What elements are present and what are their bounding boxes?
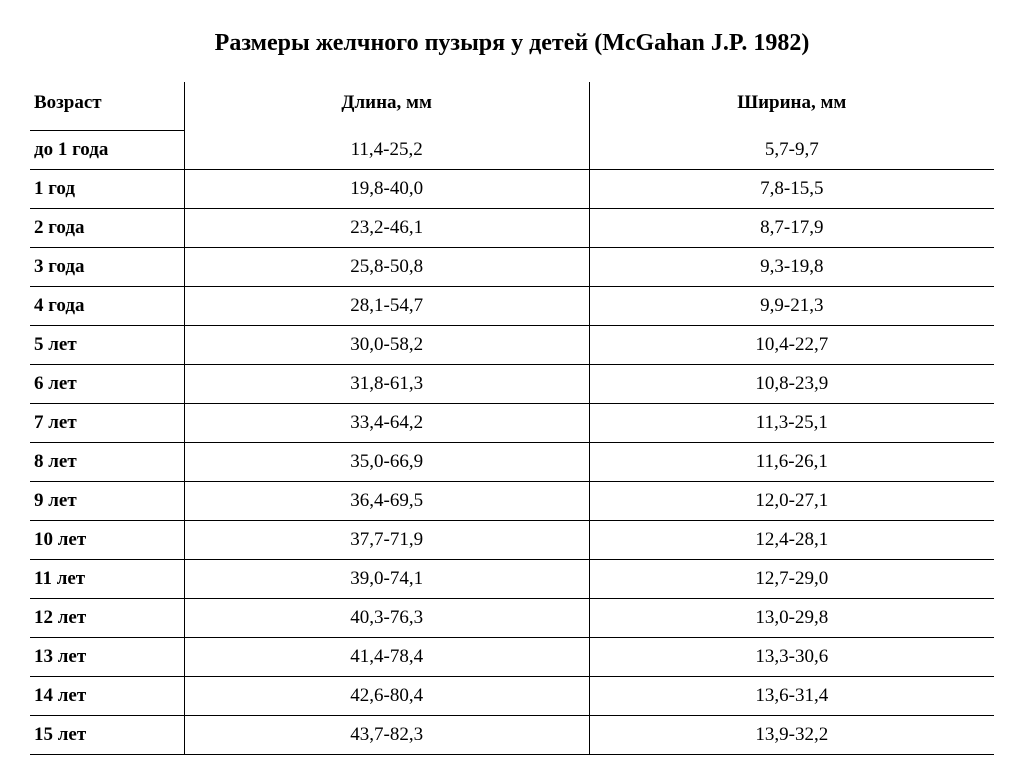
page-title: Размеры желчного пузыря у детей (McGahan… bbox=[30, 30, 994, 57]
cell-length: 40,3-76,3 bbox=[184, 599, 589, 638]
cell-length: 37,7-71,9 bbox=[184, 521, 589, 560]
table-row: 14 лет42,6-80,413,6-31,4 bbox=[30, 677, 994, 716]
cell-width: 7,8-15,5 bbox=[589, 170, 994, 209]
table-row: 2 года23,2-46,18,7-17,9 bbox=[30, 209, 994, 248]
col-header-length: Длина, мм bbox=[184, 82, 589, 131]
cell-length: 35,0-66,9 bbox=[184, 443, 589, 482]
cell-length: 33,4-64,2 bbox=[184, 404, 589, 443]
cell-age: 13 лет bbox=[30, 638, 184, 677]
cell-age: 3 года bbox=[30, 248, 184, 287]
cell-length: 39,0-74,1 bbox=[184, 560, 589, 599]
cell-length: 43,7-82,3 bbox=[184, 716, 589, 755]
cell-width: 12,7-29,0 bbox=[589, 560, 994, 599]
table-row: 9 лет36,4-69,512,0-27,1 bbox=[30, 482, 994, 521]
cell-age: 12 лет bbox=[30, 599, 184, 638]
cell-width: 11,3-25,1 bbox=[589, 404, 994, 443]
cell-age: 9 лет bbox=[30, 482, 184, 521]
dimensions-table: Возраст Длина, мм Ширина, мм до 1 года11… bbox=[30, 82, 994, 755]
cell-age: до 1 года bbox=[30, 131, 184, 170]
table-row: 3 года25,8-50,89,3-19,8 bbox=[30, 248, 994, 287]
cell-length: 31,8-61,3 bbox=[184, 365, 589, 404]
cell-width: 13,6-31,4 bbox=[589, 677, 994, 716]
cell-age: 4 года bbox=[30, 287, 184, 326]
cell-age: 11 лет bbox=[30, 560, 184, 599]
cell-length: 28,1-54,7 bbox=[184, 287, 589, 326]
cell-width: 12,0-27,1 bbox=[589, 482, 994, 521]
col-header-width: Ширина, мм bbox=[589, 82, 994, 131]
table-row: 4 года28,1-54,79,9-21,3 bbox=[30, 287, 994, 326]
table-row: 15 лет43,7-82,313,9-32,2 bbox=[30, 716, 994, 755]
cell-width: 5,7-9,7 bbox=[589, 131, 994, 170]
cell-age: 14 лет bbox=[30, 677, 184, 716]
cell-width: 11,6-26,1 bbox=[589, 443, 994, 482]
cell-width: 10,8-23,9 bbox=[589, 365, 994, 404]
cell-width: 8,7-17,9 bbox=[589, 209, 994, 248]
cell-age: 15 лет bbox=[30, 716, 184, 755]
cell-age: 5 лет bbox=[30, 326, 184, 365]
cell-age: 6 лет bbox=[30, 365, 184, 404]
cell-length: 36,4-69,5 bbox=[184, 482, 589, 521]
table-row: до 1 года11,4-25,25,7-9,7 bbox=[30, 131, 994, 170]
cell-age: 8 лет bbox=[30, 443, 184, 482]
cell-length: 30,0-58,2 bbox=[184, 326, 589, 365]
cell-width: 10,4-22,7 bbox=[589, 326, 994, 365]
table-row: 1 год19,8-40,07,8-15,5 bbox=[30, 170, 994, 209]
cell-length: 23,2-46,1 bbox=[184, 209, 589, 248]
cell-age: 7 лет bbox=[30, 404, 184, 443]
cell-length: 42,6-80,4 bbox=[184, 677, 589, 716]
cell-age: 10 лет bbox=[30, 521, 184, 560]
cell-width: 13,9-32,2 bbox=[589, 716, 994, 755]
cell-length: 25,8-50,8 bbox=[184, 248, 589, 287]
table-row: 13 лет41,4-78,413,3-30,6 bbox=[30, 638, 994, 677]
cell-length: 11,4-25,2 bbox=[184, 131, 589, 170]
table-row: 11 лет39,0-74,112,7-29,0 bbox=[30, 560, 994, 599]
cell-age: 2 года bbox=[30, 209, 184, 248]
cell-length: 41,4-78,4 bbox=[184, 638, 589, 677]
cell-width: 12,4-28,1 bbox=[589, 521, 994, 560]
table-row: 12 лет40,3-76,313,0-29,8 bbox=[30, 599, 994, 638]
cell-length: 19,8-40,0 bbox=[184, 170, 589, 209]
cell-width: 13,3-30,6 bbox=[589, 638, 994, 677]
cell-width: 13,0-29,8 bbox=[589, 599, 994, 638]
cell-width: 9,9-21,3 bbox=[589, 287, 994, 326]
cell-width: 9,3-19,8 bbox=[589, 248, 994, 287]
cell-age: 1 год bbox=[30, 170, 184, 209]
header-row: Возраст Длина, мм Ширина, мм bbox=[30, 82, 994, 131]
table-row: 5 лет30,0-58,210,4-22,7 bbox=[30, 326, 994, 365]
table-row: 10 лет37,7-71,912,4-28,1 bbox=[30, 521, 994, 560]
table-row: 7 лет33,4-64,211,3-25,1 bbox=[30, 404, 994, 443]
table-row: 8 лет35,0-66,911,6-26,1 bbox=[30, 443, 994, 482]
col-header-age: Возраст bbox=[30, 82, 184, 131]
table-row: 6 лет31,8-61,310,8-23,9 bbox=[30, 365, 994, 404]
